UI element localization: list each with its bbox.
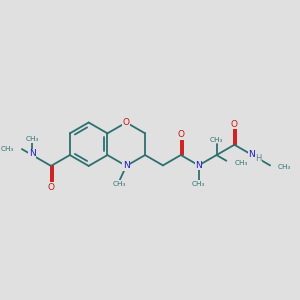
Text: N: N [123,161,130,170]
Text: N: N [248,150,255,159]
Text: CH₃: CH₃ [235,160,248,166]
Text: O: O [123,118,130,127]
Text: O: O [177,130,184,139]
Text: CH₃: CH₃ [278,164,291,170]
Text: CH₃: CH₃ [113,181,126,187]
Text: CH₃: CH₃ [192,181,205,187]
Text: CH₃: CH₃ [26,136,39,142]
Text: CH₃: CH₃ [1,146,14,152]
Text: N: N [29,149,36,158]
Text: N: N [195,161,202,170]
Text: H: H [255,154,262,163]
Text: O: O [231,120,238,129]
Text: CH₃: CH₃ [210,137,223,143]
Text: O: O [47,183,55,192]
